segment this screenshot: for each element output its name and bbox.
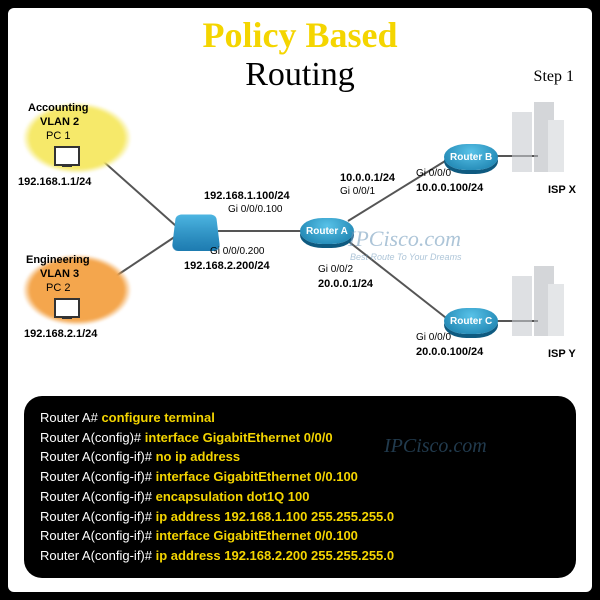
title-2: Routing [245,56,355,93]
pc1-icon [54,146,80,166]
ab-ip: 10.0.0.1/24 [340,172,395,184]
ca-if: Gi 0/0/0 [416,332,451,343]
watermark-2: IPCisco.com [384,435,487,458]
diagram: Accounting VLAN 2 PC 1 192.168.1.1/24 En… [18,96,582,376]
watermark-tagline: Best Route To Your Dreams [350,252,462,262]
accounting-pc: PC 1 [46,130,70,142]
isp-y: ISP Y [548,348,576,360]
term-line: Router A(config-if)# interface GigabitEt… [40,467,560,487]
swa-bot-if: Gi 0/0/0.200 [210,246,264,257]
pc2-icon [54,298,80,318]
term-line: Router A(config-if)# encapsulation dot1Q… [40,487,560,507]
header: Policy Based Routing [8,14,592,94]
ab-if: Gi 0/0/1 [340,186,375,197]
isp-x: ISP X [548,184,576,196]
step-label: Step 1 [534,68,574,86]
ac-ip: 20.0.0.1/24 [318,278,373,290]
building-y-icon [508,262,568,340]
accounting-title: Accounting [28,102,89,114]
ba-if: Gi 0/0/0 [416,168,451,179]
engineering-pc: PC 2 [46,282,70,294]
term-line: Router A(config-if)# interface GigabitEt… [40,526,560,546]
ca-ip: 20.0.0.100/24 [416,346,483,358]
swa-top-if: Gi 0/0/0.100 [228,204,282,215]
card: Policy Based Routing Step 1 Accounting V… [8,8,592,592]
term-line: Router A(config-if)# ip address 192.168.… [40,546,560,566]
building-x-icon [508,98,568,176]
engineering-ip: 192.168.2.1/24 [24,328,97,340]
engineering-title: Engineering [26,254,90,266]
swa-bot-ip: 192.168.2.200/24 [184,260,270,272]
router-b-label: Router B [450,152,492,163]
ac-if: Gi 0/0/2 [318,264,353,275]
terminal: Router A# configure terminal Router A(co… [24,396,576,578]
term-line: Router A(config-if)# ip address 192.168.… [40,507,560,527]
engineering-vlan: VLAN 3 [40,268,79,280]
ba-ip: 10.0.0.100/24 [416,182,483,194]
watermark-1: IPCisco.com [348,226,461,252]
term-line: Router A# configure terminal [40,408,560,428]
router-a-label: Router A [306,226,348,237]
accounting-ip: 192.168.1.1/24 [18,176,91,188]
router-c-label: Router C [450,316,492,327]
accounting-vlan: VLAN 2 [40,116,79,128]
title-1: Policy Based [203,15,398,55]
swa-top-ip: 192.168.1.100/24 [204,190,290,202]
